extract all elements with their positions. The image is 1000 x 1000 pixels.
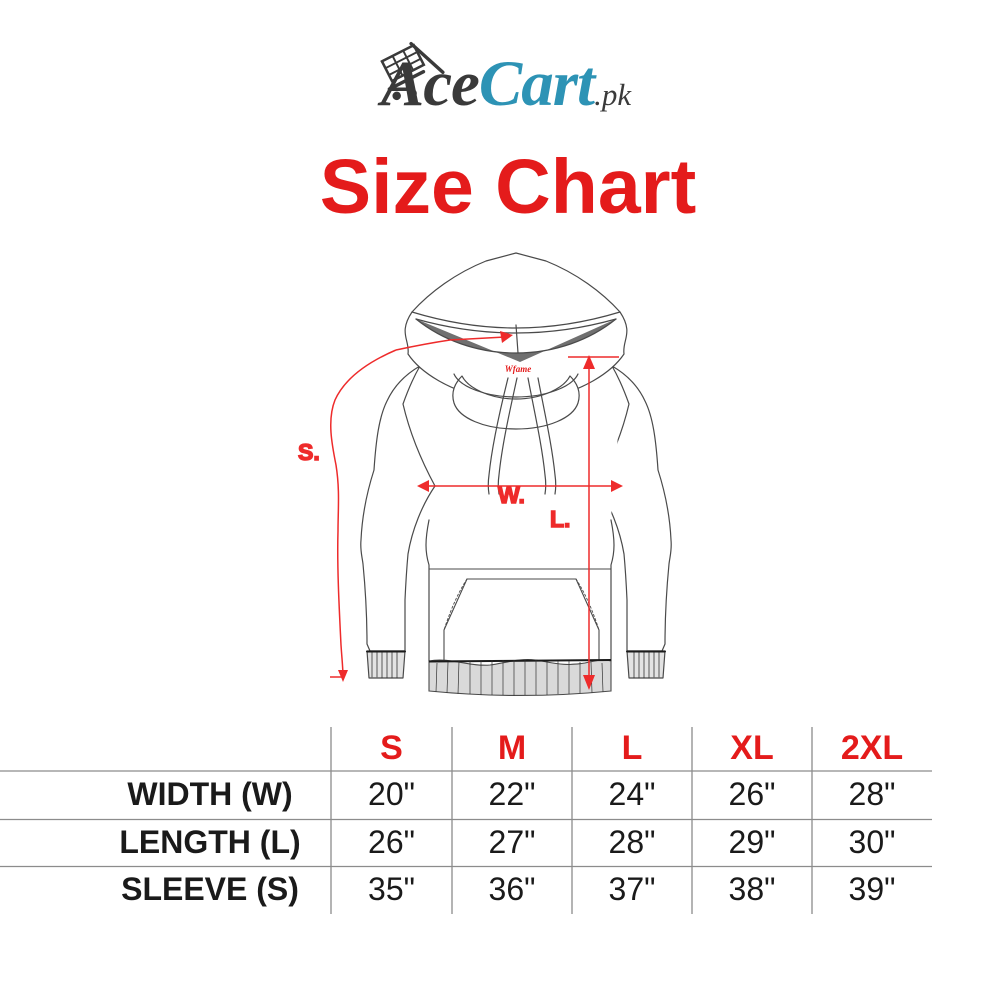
svg-text:S.: S. bbox=[298, 439, 320, 465]
svg-text:W.: W. bbox=[498, 482, 525, 508]
svg-text:L.: L. bbox=[550, 506, 570, 532]
svg-text:Wfame: Wfame bbox=[505, 364, 532, 374]
